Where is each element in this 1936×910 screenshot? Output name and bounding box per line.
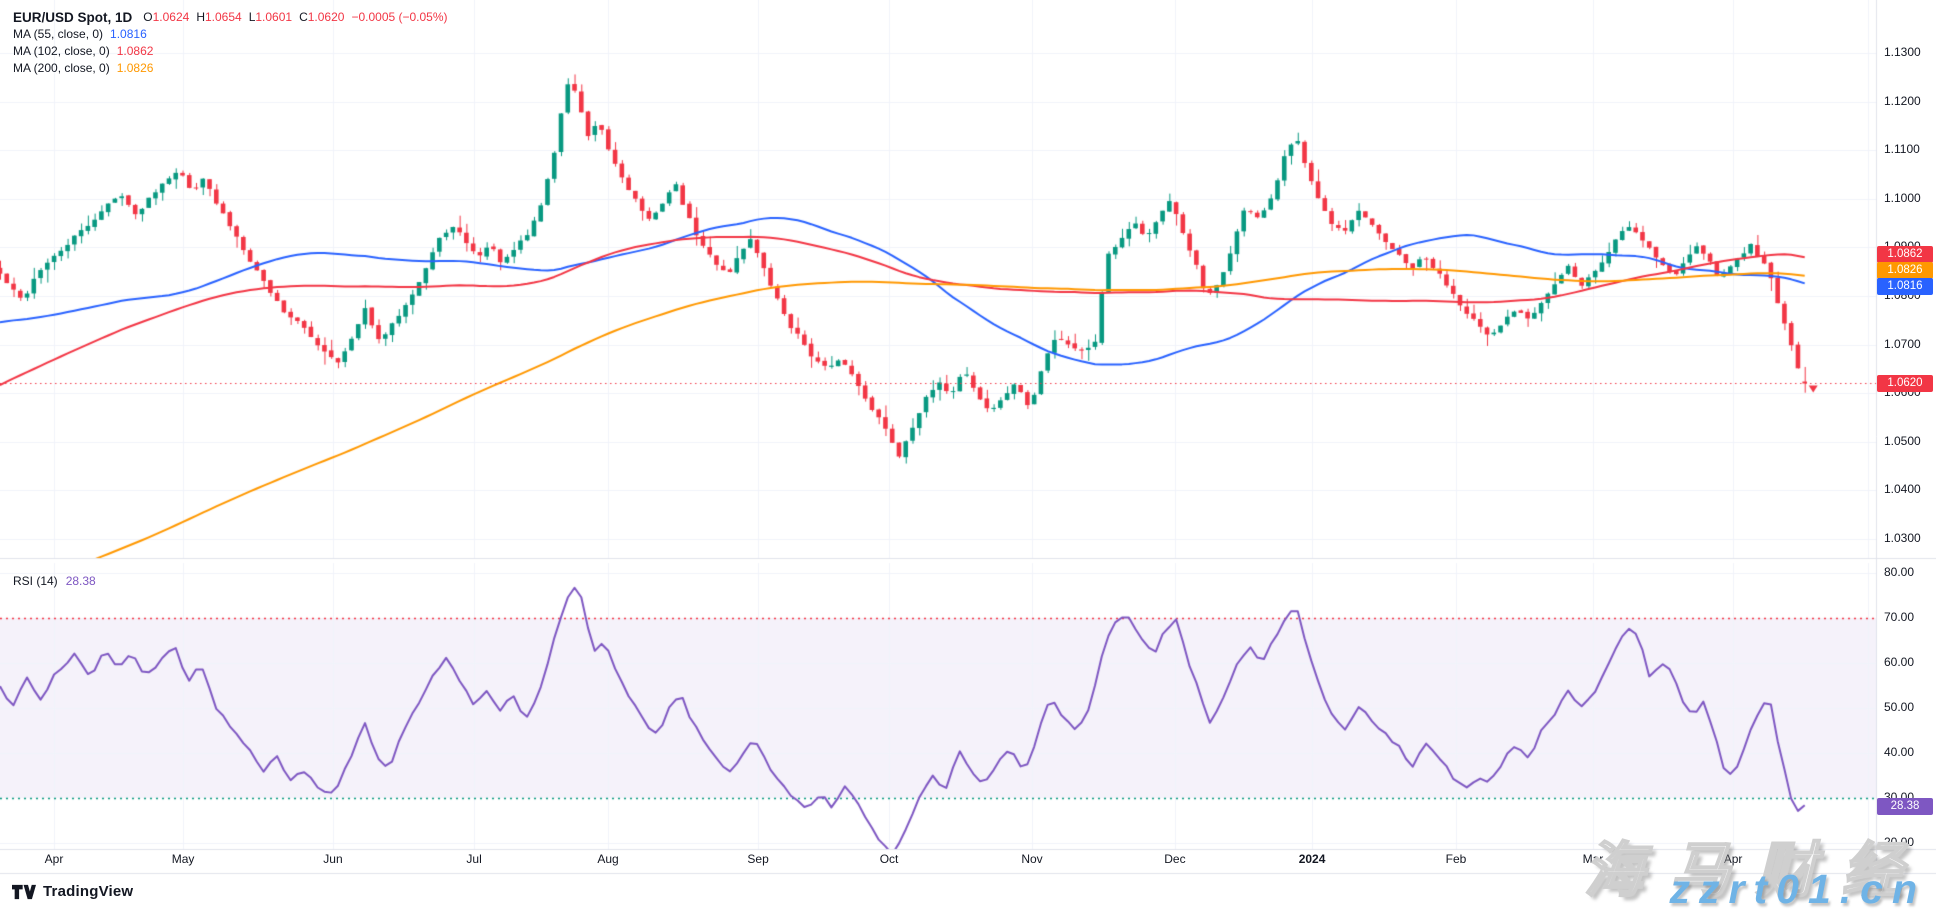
rsi-legend: RSI (14) 28.38 [13,574,96,588]
ohlc-open: O1.0624 [143,10,190,24]
tradingview-logo-text: TradingView [43,883,134,900]
price-axis-label: 1.0300 [1884,531,1921,545]
price-axis-label: 1.1300 [1884,45,1921,59]
price-axis-label: 1.1200 [1884,93,1921,108]
price-axis-label: 1.1000 [1884,190,1921,205]
rsi-axis-label: 80.00 [1884,565,1915,579]
price-axis-label: 1.0700 [1884,336,1921,351]
ma200-legend-row: MA (200, close, 0) 1.0826 [13,61,154,75]
ohlc-close: C1.0620 [299,10,345,24]
time-axis-label: Apr [1723,852,1743,866]
watermark-url: zzrt01.cn [1669,866,1926,910]
tradingview-logo[interactable]: TradingView [12,883,133,900]
axis-price-badge: 28.38 [1877,797,1933,815]
axis-price-badge: 1.0816 [1877,277,1933,295]
time-axis-label: Aug [597,852,619,866]
time-axis-label: Mar [1582,852,1604,866]
change-value: −0.0005 (−0.05%) [351,10,448,24]
main-legend: EUR/USD Spot, 1D O1.0624 H1.0654 L1.0601… [13,9,448,77]
price-axis-label: 1.0400 [1884,482,1921,497]
axis-price-badge: 1.0620 [1877,374,1933,392]
rsi-label: RSI (14) [13,574,58,588]
ma55-legend-row: MA (55, close, 0) 1.0816 [13,27,147,41]
ma102-legend-row: MA (102, close, 0) 1.0862 [13,44,154,58]
time-axis-label: Sep [747,852,769,866]
time-axis-label: Feb [1445,852,1467,866]
time-axis-label: Apr [44,852,64,866]
tradingview-logo-icon [12,884,36,899]
symbol-title: EUR/USD Spot, 1D [13,10,133,25]
rsi-value: 28.38 [65,574,96,588]
ohlc-high: H1.0654 [196,10,242,24]
time-axis-label: Dec [1164,852,1186,866]
ohlc-low: L1.0601 [248,10,293,24]
time-axis-label: Nov [1021,852,1043,866]
price-axis-label: 1.0500 [1884,433,1921,448]
time-axis-label: Jun [323,852,343,866]
time-axis-label: May [171,852,195,866]
watermark-chinese: 海马财经 [1583,836,1928,905]
rsi-axis-label: 50.00 [1884,700,1915,714]
time-axis-label: Oct [879,852,899,866]
ma55-value: 1.0816 [110,27,147,41]
time-axis-label: 2024 [1298,852,1326,866]
ma200-value: 1.0826 [116,61,154,75]
symbol-row: EUR/USD Spot, 1D O1.0624 H1.0654 L1.0601… [13,9,448,26]
ma102-value: 1.0862 [116,44,154,58]
axis-price-badge: 1.0826 [1877,261,1933,279]
rsi-axis-label: 60.00 [1884,655,1915,669]
rsi-axis-label: 40.00 [1884,745,1915,759]
axis-price-badge: 1.0862 [1877,245,1933,263]
rsi-axis-label: 70.00 [1884,610,1915,624]
time-axis-label: Jul [466,852,482,866]
rsi-axis-label: 20.00 [1884,835,1915,849]
price-axis-label: 1.1100 [1884,142,1920,157]
